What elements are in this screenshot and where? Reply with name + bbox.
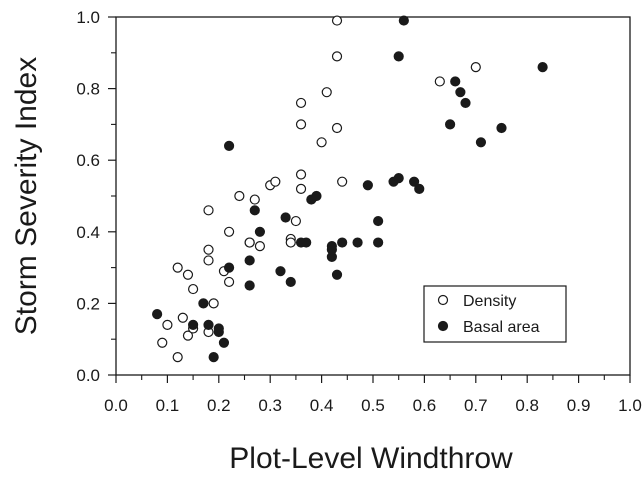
density-point	[223, 276, 235, 288]
density-point	[157, 337, 168, 348]
y-tick-label: 0.0	[76, 366, 100, 385]
legend-box	[423, 285, 567, 343]
x-tick-label: 0.1	[156, 396, 180, 415]
density-point	[182, 330, 194, 341]
basal-area-point	[198, 298, 209, 309]
basal-area-point	[223, 140, 235, 151]
basal-area-point	[213, 326, 224, 338]
legend-label-basal-area: Basal area	[463, 319, 540, 336]
density-point	[249, 194, 260, 205]
density-point	[295, 169, 307, 180]
density-point	[285, 237, 296, 248]
x-tick-label: 0.5	[361, 396, 385, 415]
x-tick-label: 0.0	[104, 396, 128, 415]
basal-area-point	[223, 262, 235, 273]
basal-area-point	[285, 276, 296, 288]
x-axis-label: Plot-Level Windthrow	[229, 442, 513, 474]
basal-area-point	[208, 352, 219, 363]
basal-area-point	[337, 237, 348, 248]
density-point	[321, 87, 332, 98]
basal-area-point	[393, 51, 404, 62]
density-point	[188, 283, 199, 295]
basal-area-point	[218, 337, 230, 348]
x-tick-label: 0.8	[515, 396, 539, 415]
x-tick-label: 0.9	[567, 396, 591, 415]
legend-marker-density	[437, 294, 449, 306]
x-tick-label: 0.4	[310, 396, 334, 415]
basal-area-point	[326, 244, 337, 255]
basal-area-point	[280, 212, 291, 223]
basal-area-point	[496, 122, 507, 134]
density-point	[203, 205, 214, 216]
basal-area-point	[414, 183, 425, 194]
basal-area-point	[373, 215, 384, 227]
basal-area-point	[254, 226, 266, 237]
x-tick-label: 1.0	[618, 396, 642, 415]
basal-area-point	[409, 176, 420, 187]
basal-area-point	[393, 173, 404, 184]
basal-area-point	[249, 205, 260, 216]
basal-area-point	[460, 97, 471, 109]
y-axis-label: Storm Severity Index	[10, 57, 43, 335]
basal-area-point	[537, 62, 548, 73]
density-point	[337, 176, 348, 187]
density-point	[270, 176, 281, 187]
density-point	[434, 76, 445, 87]
y-tick-label: 1.0	[76, 8, 100, 27]
density-point	[203, 244, 214, 255]
density-point	[295, 183, 307, 194]
basal-area-point	[311, 190, 322, 202]
basal-area-point	[275, 266, 286, 277]
y-tick-label: 0.4	[76, 223, 100, 242]
basal-area-point	[203, 319, 214, 330]
density-point	[331, 15, 343, 26]
basal-area-point	[244, 280, 255, 291]
density-point	[244, 237, 255, 248]
y-tick-label: 0.2	[76, 294, 100, 313]
density-point	[208, 298, 219, 309]
density-point	[295, 119, 307, 130]
density-point	[470, 62, 481, 73]
density-point	[177, 312, 188, 323]
density-point	[203, 255, 214, 266]
basal-area-point	[301, 237, 312, 248]
density-point	[254, 241, 266, 252]
density-point	[331, 122, 343, 134]
density-point	[172, 262, 183, 273]
density-point	[162, 319, 173, 330]
basal-area-point	[188, 319, 199, 330]
legend-marker-basal-area	[437, 320, 449, 332]
basal-area-point	[373, 237, 384, 248]
legend-label-density: Density	[463, 293, 516, 310]
basal-area-point	[362, 180, 373, 191]
y-tick-label: 0.8	[76, 80, 100, 99]
data-points	[152, 15, 548, 363]
basal-area-point	[475, 137, 487, 148]
basal-area-point	[331, 269, 343, 280]
axes: 0.0 0.1 0.2 0.3 0.4 0.5 0.6 0.7 0.8 0.9 1.0 0.0 0.2 0…	[76, 8, 641, 415]
basal-area-point	[445, 119, 456, 130]
basal-area-point	[352, 237, 363, 248]
basal-area-point	[455, 87, 466, 98]
basal-area-point	[244, 255, 255, 266]
x-tick-label: 0.2	[207, 396, 231, 415]
basal-area-point	[152, 309, 163, 320]
density-point	[172, 352, 183, 363]
y-tick-label: 0.6	[76, 151, 100, 170]
x-tick-label: 0.6	[413, 396, 437, 415]
x-tick-label: 0.3	[258, 396, 282, 415]
legend: Density Basal area	[423, 285, 567, 343]
x-tick-label: 0.7	[464, 396, 488, 415]
density-point	[316, 137, 327, 148]
density-point	[331, 51, 343, 62]
basal-area-point	[450, 76, 461, 87]
density-point	[182, 269, 194, 280]
density-point	[295, 97, 307, 109]
density-point	[223, 226, 235, 237]
density-point	[290, 215, 301, 227]
basal-area-point	[398, 15, 409, 26]
density-point	[234, 190, 245, 202]
